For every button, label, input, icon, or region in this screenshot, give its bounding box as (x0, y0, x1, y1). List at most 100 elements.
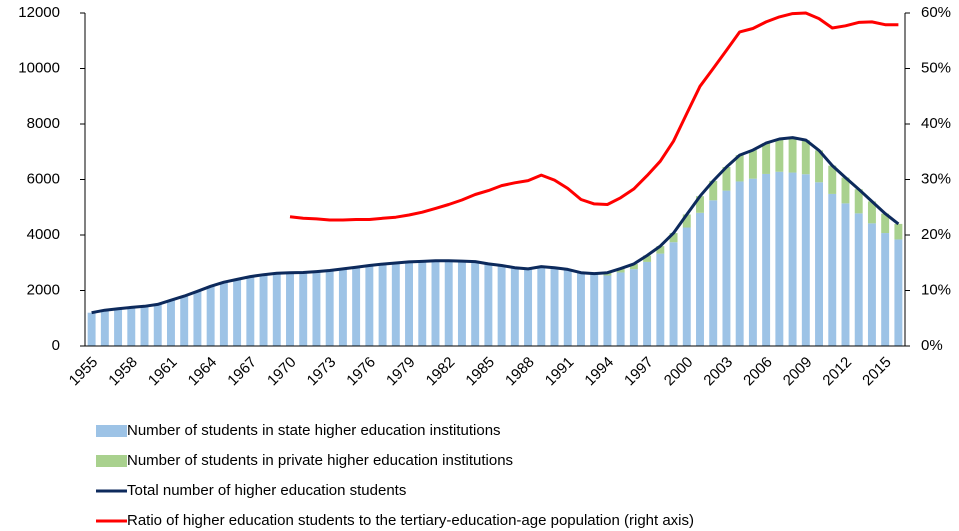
y-tick-label: 8000 (27, 115, 60, 132)
bar (722, 167, 731, 191)
bar (894, 223, 903, 240)
bar (233, 279, 242, 346)
bar (87, 312, 96, 346)
x-tick-label: 1955 (66, 354, 102, 390)
bar (801, 140, 810, 175)
x-tick-label: 1997 (621, 354, 657, 390)
x-tick-label: 1964 (185, 354, 221, 390)
bar (471, 261, 480, 346)
bar (748, 178, 757, 346)
bar (510, 267, 519, 346)
x-tick-label: 1961 (145, 354, 181, 390)
bar (550, 267, 559, 346)
x-tick-label: 1958 (105, 354, 141, 390)
bar (656, 246, 665, 254)
bar (577, 273, 585, 346)
bar (140, 306, 149, 346)
bar (867, 201, 876, 224)
bar (616, 268, 625, 273)
bar (352, 267, 361, 346)
bar (391, 263, 400, 346)
bar (100, 310, 109, 346)
bar (524, 268, 533, 346)
bar (378, 264, 387, 346)
line (91, 136, 900, 315)
bar (219, 282, 228, 346)
y2-tick-label: 60% (921, 4, 951, 21)
bar (180, 296, 189, 346)
bar (854, 213, 863, 346)
bar (775, 138, 784, 172)
bar (735, 181, 744, 346)
x-tick-label: 2012 (819, 354, 855, 390)
bar (193, 291, 202, 346)
bar (828, 193, 837, 346)
bar (325, 270, 334, 346)
bar (682, 227, 691, 346)
legend-label: Number of students in private higher edu… (127, 452, 513, 469)
bar (881, 233, 890, 346)
bar (418, 261, 427, 346)
bar (259, 274, 268, 346)
x-tick-label: 1991 (542, 354, 578, 390)
y-tick-label: 6000 (27, 170, 60, 187)
bar (735, 155, 744, 182)
bar (815, 182, 823, 346)
bar (854, 189, 863, 214)
y2-tick-label: 20% (921, 226, 951, 243)
bar (338, 268, 347, 346)
bar (894, 239, 903, 346)
bar (312, 271, 321, 346)
bar (841, 177, 850, 204)
bar (590, 274, 599, 346)
bar (114, 308, 123, 346)
bar (431, 260, 440, 346)
bar (444, 260, 453, 346)
bar (405, 261, 413, 346)
bar (629, 269, 638, 346)
bar (762, 143, 771, 174)
bar (153, 304, 162, 346)
bar (867, 223, 876, 346)
line (289, 11, 899, 222)
bar (365, 265, 374, 346)
bar (748, 150, 757, 179)
legend-swatch (96, 425, 127, 437)
bar (272, 273, 281, 346)
bar (206, 286, 215, 346)
bar (828, 165, 837, 194)
bar (246, 276, 255, 346)
bar (629, 263, 638, 270)
bar (682, 214, 691, 228)
bar (815, 150, 823, 183)
bar (841, 203, 850, 346)
y-tick-label: 4000 (27, 226, 60, 243)
bar (669, 233, 678, 243)
y2-tick-label: 0% (921, 337, 943, 354)
y2-tick-label: 30% (921, 170, 951, 187)
y2-tick-label: 40% (921, 115, 951, 132)
bar (286, 272, 294, 346)
bar (643, 261, 652, 346)
bar (696, 196, 704, 213)
bar (497, 265, 506, 346)
legend-label: Ratio of higher education students to th… (127, 512, 694, 529)
bar (762, 173, 771, 346)
x-tick-label: 2000 (661, 354, 697, 390)
legend-label: Number of students in state higher educa… (127, 422, 501, 439)
y-tick-label: 2000 (27, 281, 60, 298)
x-tick-label: 2015 (859, 354, 895, 390)
y-tick-label: 10000 (18, 59, 60, 76)
bar (457, 261, 466, 346)
bar (709, 180, 718, 201)
y-tick-label: 0 (52, 337, 60, 354)
bar (643, 255, 652, 262)
bar (484, 263, 493, 346)
x-tick-label: 1976 (343, 354, 379, 390)
x-tick-label: 1994 (581, 354, 617, 390)
y-tick-label: 12000 (18, 4, 60, 21)
bar (616, 272, 625, 346)
bar (127, 307, 136, 346)
